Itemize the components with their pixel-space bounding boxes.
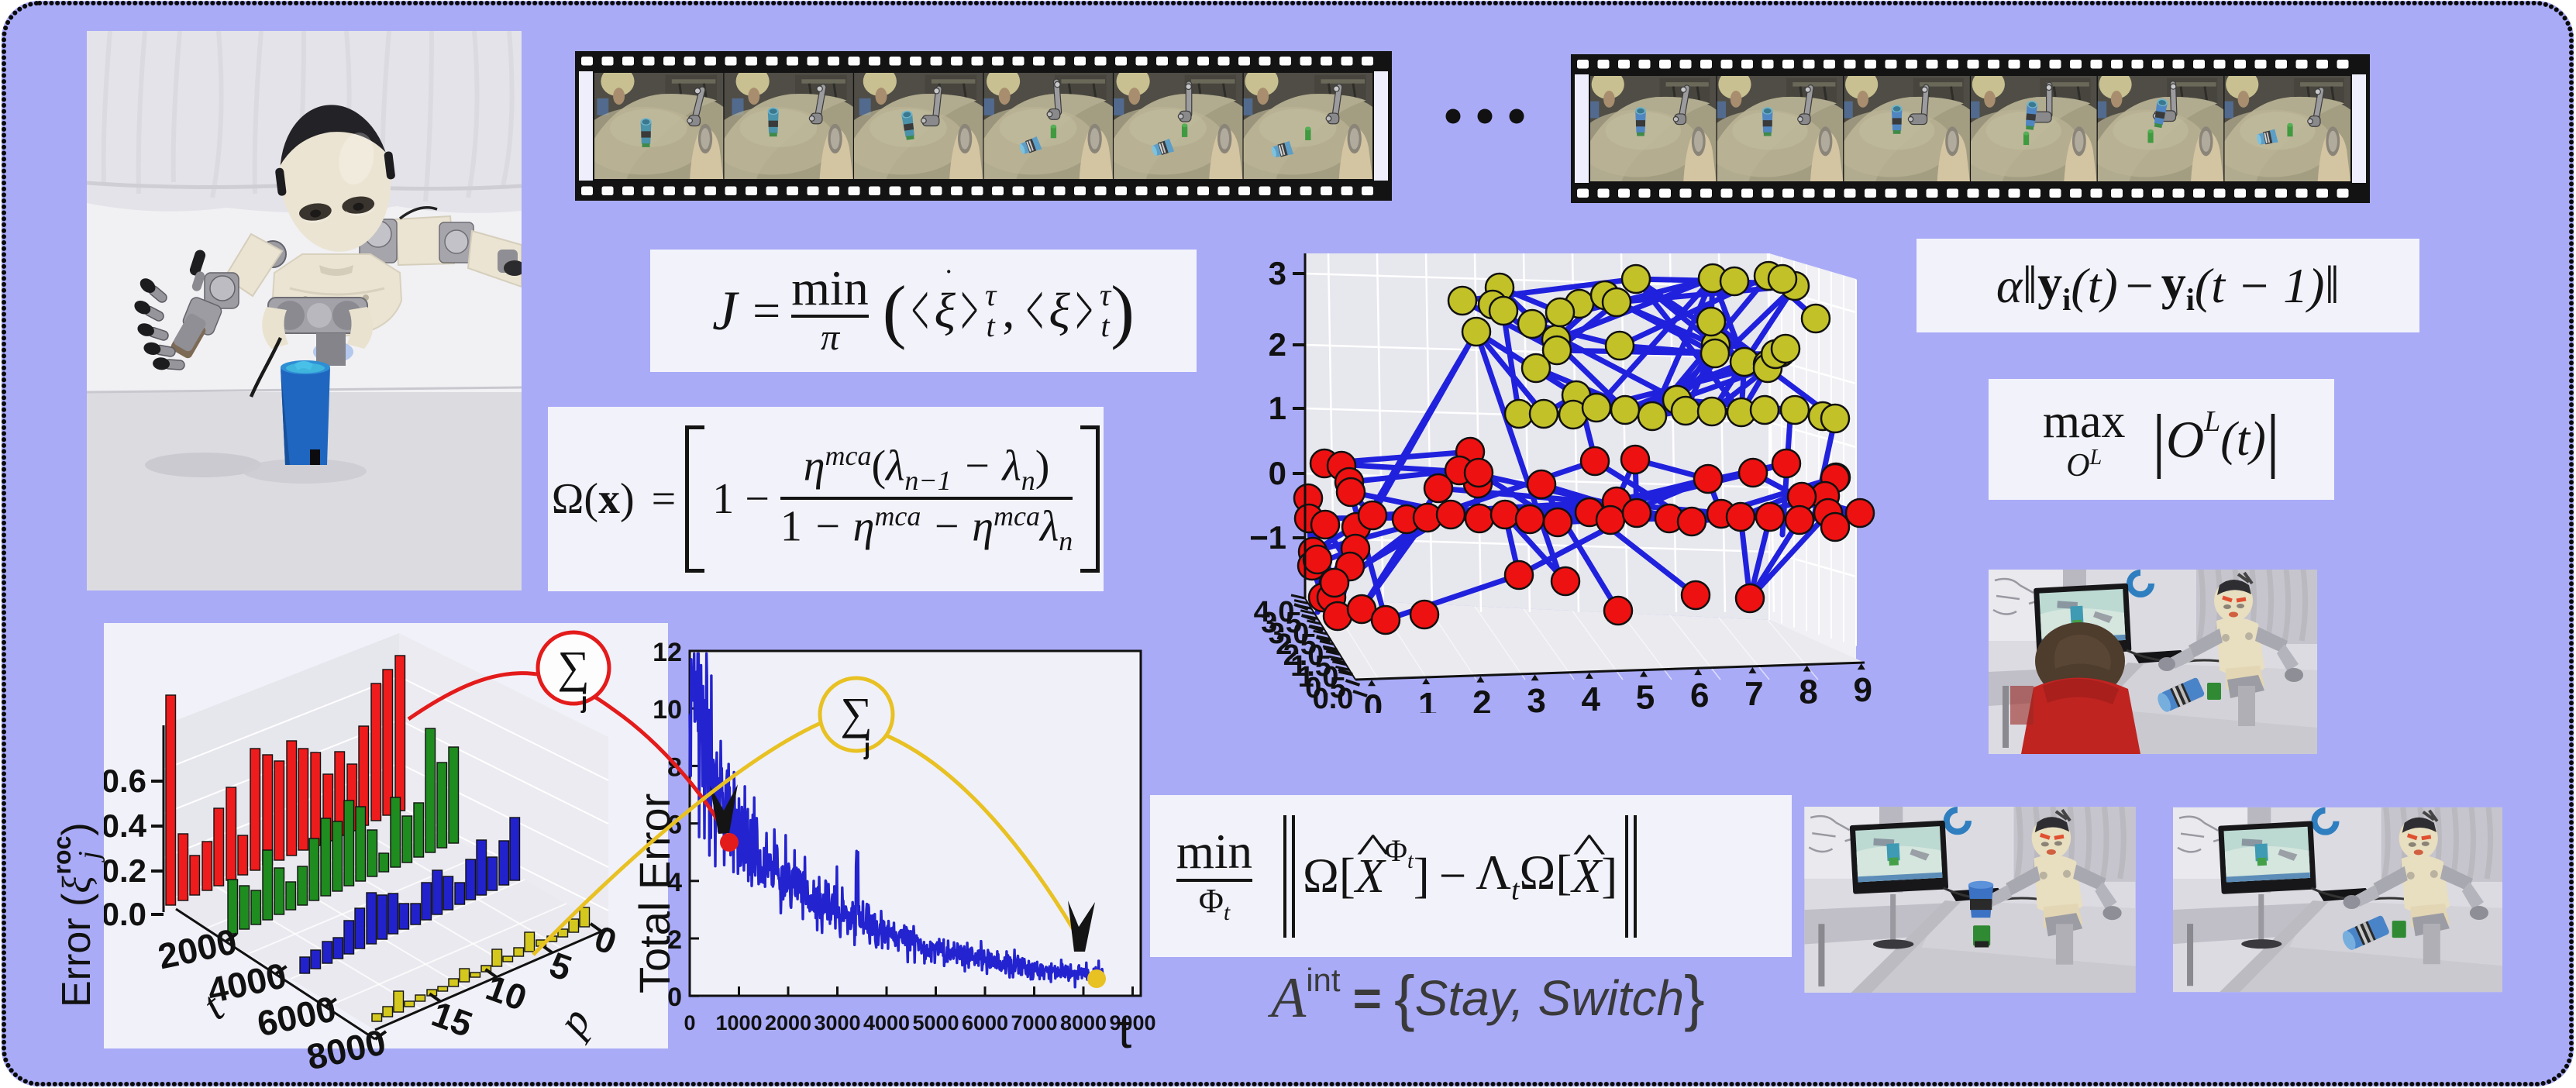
svg-text:0.6: 0.6	[104, 763, 146, 799]
svg-text:1: 1	[1269, 390, 1286, 426]
svg-text:8: 8	[1799, 673, 1817, 711]
svg-text:3.0: 3.0	[1269, 618, 1310, 650]
svg-text:6000: 6000	[962, 1011, 1008, 1035]
svg-text:1.0: 1.0	[1298, 661, 1339, 694]
svg-text:7: 7	[1744, 675, 1763, 713]
svg-text:3.5: 3.5	[1261, 607, 1302, 639]
svg-text:3: 3	[1269, 255, 1286, 291]
svg-text:2: 2	[1269, 326, 1286, 363]
svg-text:9000: 9000	[1109, 1011, 1155, 1035]
svg-text:2: 2	[1472, 684, 1491, 713]
svg-text:1: 1	[1418, 686, 1437, 713]
svg-text:7000: 7000	[1011, 1011, 1057, 1035]
svg-text:3000: 3000	[814, 1011, 860, 1035]
svg-text:8000: 8000	[1060, 1011, 1107, 1035]
svg-text:1000: 1000	[715, 1011, 762, 1035]
svg-text:2.5: 2.5	[1276, 628, 1317, 661]
svg-text:0.4: 0.4	[104, 807, 147, 844]
svg-text:6: 6	[1690, 677, 1709, 713]
svg-text:0.2: 0.2	[104, 852, 146, 889]
svg-text:0.5: 0.5	[1305, 672, 1346, 704]
svg-text:5000: 5000	[912, 1011, 959, 1035]
svg-text:1.5: 1.5	[1290, 650, 1331, 683]
svg-text:t: t	[1118, 1005, 1131, 1059]
svg-text:0: 0	[684, 1011, 695, 1035]
svg-text:4.0: 4.0	[1254, 596, 1295, 628]
svg-text:0: 0	[667, 983, 682, 1012]
svg-text:5: 5	[1636, 679, 1655, 713]
svg-text:−1: −1	[1249, 519, 1286, 556]
svg-text:4: 4	[1582, 680, 1601, 713]
svg-text:12: 12	[653, 638, 682, 667]
svg-text:0.0: 0.0	[1313, 683, 1354, 713]
svg-text:9: 9	[1854, 671, 1872, 709]
svg-text:0.0: 0.0	[104, 896, 146, 932]
svg-text:3: 3	[1527, 682, 1545, 713]
svg-text:0: 0	[1269, 455, 1286, 491]
svg-text:4000: 4000	[863, 1011, 910, 1035]
svg-text:0: 0	[1364, 687, 1383, 713]
svg-text:2000: 2000	[765, 1011, 811, 1035]
svg-text:2.0: 2.0	[1283, 639, 1324, 672]
